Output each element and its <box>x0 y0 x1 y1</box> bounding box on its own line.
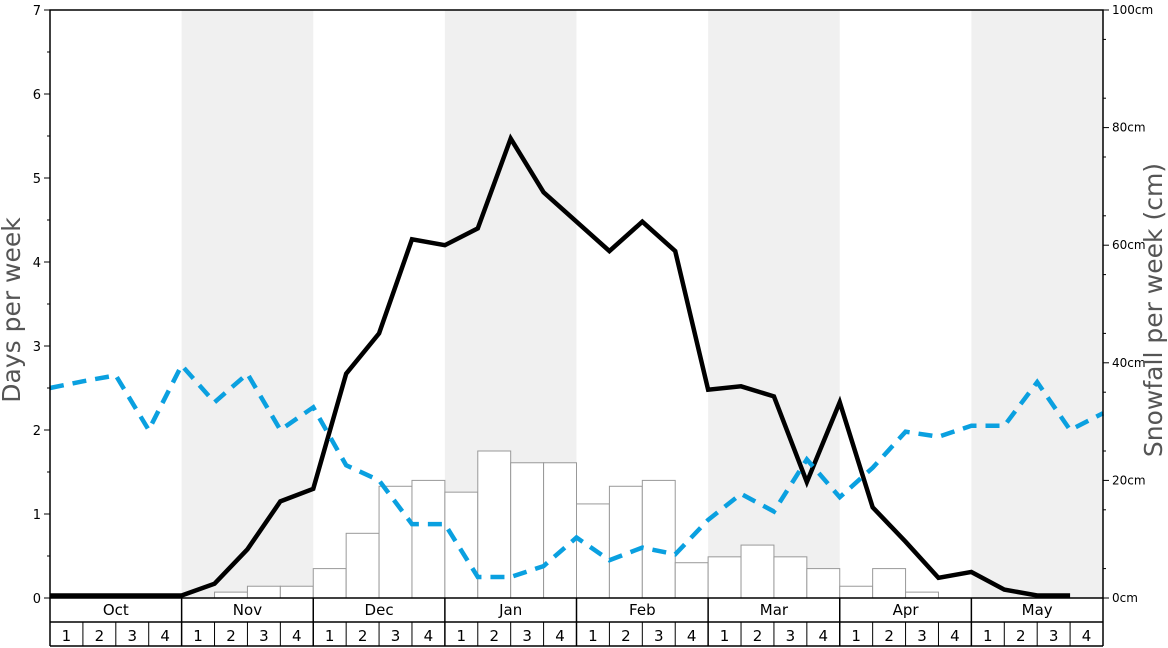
week-label: 4 <box>424 627 434 645</box>
week-label: 1 <box>588 627 598 645</box>
week-label: 4 <box>950 627 960 645</box>
week-label: 3 <box>127 627 137 645</box>
left-tick-label: 5 <box>33 172 41 187</box>
snowfall-bar <box>214 591 248 599</box>
snowfall-bar <box>740 544 775 599</box>
week-label: 1 <box>851 627 861 645</box>
right-tick-label: 60cm <box>1112 238 1146 252</box>
snowfall-bar <box>839 585 874 599</box>
month-label: Nov <box>233 601 262 619</box>
week-label: 3 <box>391 627 401 645</box>
week-label: 1 <box>720 627 730 645</box>
snowfall-bar <box>641 479 676 599</box>
snowfall-bar <box>674 562 709 599</box>
left-tick-label: 1 <box>33 508 41 523</box>
month-label: Oct <box>103 601 129 619</box>
right-tick-label: 0cm <box>1112 591 1138 605</box>
week-label: 4 <box>819 627 829 645</box>
left-tick-label: 7 <box>33 4 41 19</box>
left-tick-label: 0 <box>33 592 41 607</box>
snowfall-bar <box>608 485 643 599</box>
snowfall-bar <box>246 585 281 599</box>
week-label: 2 <box>358 627 368 645</box>
dashed-series-line <box>49 361 1105 580</box>
week-label: 4 <box>292 627 302 645</box>
week-label: 4 <box>555 627 565 645</box>
snowfall-bar <box>444 491 479 599</box>
month-label: May <box>1022 601 1053 619</box>
week-label: 2 <box>753 627 763 645</box>
week-label: 1 <box>457 627 467 645</box>
month-label: Jan <box>498 601 522 619</box>
week-label: 2 <box>621 627 631 645</box>
snowfall-bar <box>279 585 314 599</box>
week-label: 3 <box>786 627 796 645</box>
right-tick-label: 100cm <box>1112 3 1153 17</box>
left-axis-title: Days per week <box>0 217 26 403</box>
month-label: Feb <box>629 601 656 619</box>
week-label: 3 <box>259 627 269 645</box>
week-label: 1 <box>325 627 335 645</box>
month-label: Dec <box>365 601 394 619</box>
snowfall-bar <box>773 556 808 599</box>
week-label: 4 <box>687 627 697 645</box>
week-label: 2 <box>226 627 236 645</box>
week-label: 3 <box>522 627 532 645</box>
snowfall-bar <box>543 462 577 599</box>
right-tick-label: 20cm <box>1112 473 1146 487</box>
left-tick-label: 3 <box>33 340 41 355</box>
right-axis-title: Snowfall per week (cm) <box>1139 163 1168 457</box>
week-label: 1 <box>193 627 203 645</box>
week-label: 2 <box>95 627 105 645</box>
week-label: 3 <box>654 627 664 645</box>
week-label: 4 <box>1082 627 1092 645</box>
snowfall-bar <box>345 532 380 599</box>
week-label: 1 <box>983 627 993 645</box>
month-label: Mar <box>760 601 789 619</box>
month-shade-nov <box>181 10 314 598</box>
snowfall-bar <box>872 568 907 599</box>
snowfall-bar <box>411 479 446 599</box>
snowfall-bar <box>312 568 347 599</box>
snowfall-bar <box>806 568 841 599</box>
left-tick-label: 4 <box>33 256 41 271</box>
snowfall-bar <box>707 556 742 599</box>
snow-days-line <box>50 133 1071 598</box>
right-tick-label: 40cm <box>1112 356 1146 370</box>
right-tick-label: 80cm <box>1112 121 1146 135</box>
left-tick-label: 2 <box>33 424 41 439</box>
snowfall-bar <box>905 591 939 599</box>
left-tick-label: 6 <box>33 88 41 103</box>
week-label: 3 <box>917 627 927 645</box>
week-label: 2 <box>489 627 499 645</box>
month-shade-may <box>971 10 1103 598</box>
week-label: 1 <box>62 627 72 645</box>
week-label: 2 <box>1016 627 1026 645</box>
month-label: Apr <box>893 601 920 619</box>
week-label: 2 <box>884 627 894 645</box>
week-label: 3 <box>1049 627 1059 645</box>
week-label: 4 <box>160 627 170 645</box>
